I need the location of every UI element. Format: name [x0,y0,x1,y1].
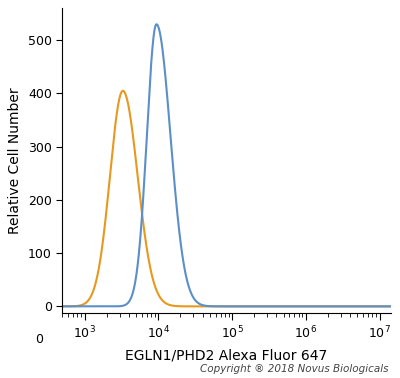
Text: Copyright ® 2018 Novus Biologicals: Copyright ® 2018 Novus Biologicals [200,364,388,374]
Y-axis label: Relative Cell Number: Relative Cell Number [8,87,22,234]
Text: 0: 0 [35,333,43,345]
X-axis label: EGLN1/PHD2 Alexa Fluor 647: EGLN1/PHD2 Alexa Fluor 647 [125,348,328,362]
